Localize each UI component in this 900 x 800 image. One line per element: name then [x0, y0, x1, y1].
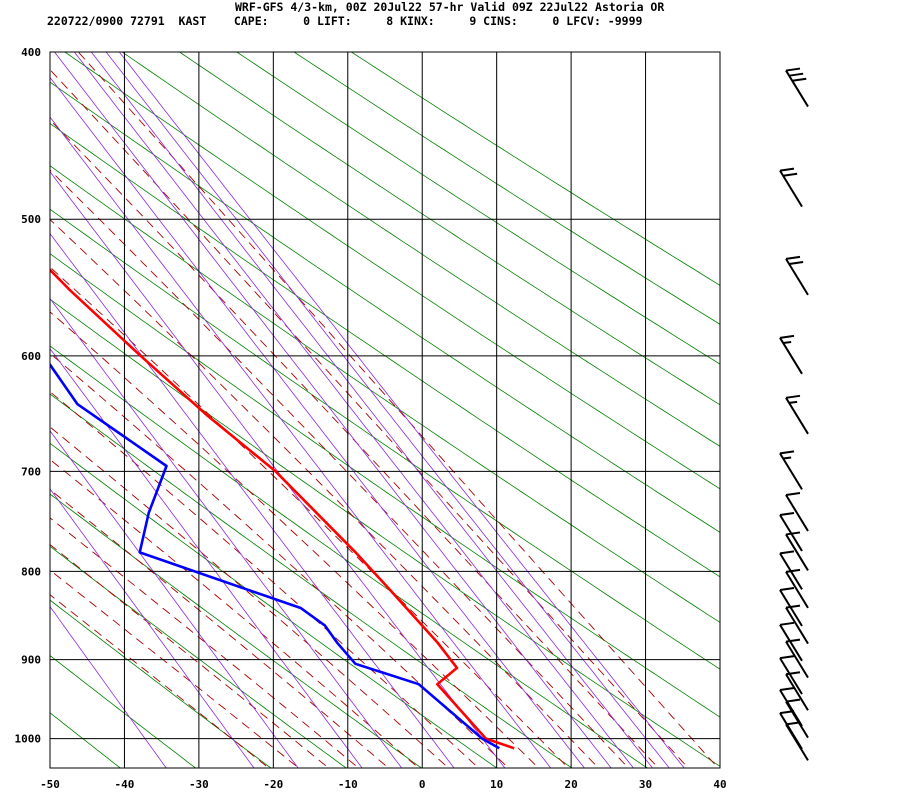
dry-adiabat [50, 122, 720, 578]
dry-adiabat [50, 345, 649, 768]
dry-adiabat [50, 493, 423, 768]
x-tick-label: -10 [338, 778, 358, 791]
moist-adiabat [50, 218, 600, 768]
moist-adiabat [50, 569, 300, 768]
wind-barb [779, 621, 803, 662]
y-tick-label: 700 [21, 465, 41, 478]
dry-adiabat [50, 599, 272, 768]
grid [49, 51, 721, 768]
background-reference-lines [50, 52, 720, 768]
wind-barb [785, 698, 809, 739]
x-tick-label: -40 [115, 778, 135, 791]
mixing-ratio-line [50, 76, 585, 768]
wind-barb [779, 450, 803, 490]
moist-adiabat [50, 517, 360, 768]
x-tick-label: -50 [40, 778, 60, 791]
wind-barb [779, 334, 803, 375]
chart-title: WRF-GFS 4/3-km, 00Z 20Jul22 57-hr Valid … [235, 0, 665, 14]
mixing-ratio-line [73, 52, 634, 768]
temperature-profile [50, 268, 515, 750]
moist-adiabat [50, 489, 390, 768]
y-tick-label: 800 [21, 565, 41, 578]
y-tick-label: 900 [21, 654, 41, 667]
wind-barb [785, 67, 809, 108]
sounding-profiles [50, 268, 515, 750]
moist-adiabat [50, 266, 570, 768]
moist-adiabat [50, 458, 420, 768]
axis-labels: -50 -40 -30 -20 -10 0 10 20 30 40 400 500 600 700 800 9… [15, 46, 727, 791]
wind-barb [779, 586, 803, 627]
dry-adiabat [350, 52, 720, 286]
dry-adiabat [50, 253, 720, 718]
mixing-ratio-line [50, 347, 363, 768]
mixing-ratio-line [118, 52, 685, 768]
dry-adiabat [236, 52, 720, 365]
wind-barb [785, 491, 809, 532]
wind-barb [785, 568, 809, 609]
x-tick-label: 0 [419, 778, 426, 791]
moist-adiabat [50, 391, 480, 768]
dry-adiabat [50, 81, 720, 533]
y-tick-label: 500 [21, 213, 41, 226]
dry-adiabat [50, 545, 347, 768]
station-indices-line: 220722/0900 72791 KAST CAPE: 0 LIFT: 8 K… [47, 14, 643, 28]
y-tick-label: 1000 [15, 733, 42, 746]
y-tick-label: 400 [21, 46, 41, 59]
dry-adiabat [50, 165, 720, 623]
moist-adiabat [50, 119, 659, 768]
wind-barb [779, 167, 803, 208]
wind-barb [785, 604, 809, 645]
x-tick-label: 10 [490, 778, 503, 791]
dewpoint-profile [50, 362, 500, 750]
dry-adiabat [50, 393, 573, 768]
wind-barbs [779, 67, 809, 761]
wind-barb [785, 721, 809, 761]
moist-adiabat [50, 426, 450, 768]
dry-adiabat [50, 442, 498, 768]
wind-barb [785, 638, 809, 679]
mixing-ratio-line [50, 605, 167, 768]
x-tick-label: -30 [189, 778, 209, 791]
mixing-ratio-line [50, 232, 455, 768]
dry-adiabat [50, 298, 720, 767]
dry-adiabat [293, 52, 720, 325]
moist-adiabat [50, 311, 540, 768]
mixing-ratio-line [50, 297, 403, 768]
dry-adiabat [64, 52, 720, 490]
wind-barb [779, 655, 803, 695]
x-tick-label: -20 [263, 778, 283, 791]
moist-adiabat [77, 52, 719, 768]
dry-adiabat [50, 655, 197, 768]
moist-adiabat [50, 169, 630, 768]
mixing-ratio-line [50, 430, 299, 768]
x-tick-label: 40 [713, 778, 726, 791]
wind-barb [785, 394, 809, 435]
plot-frame [49, 51, 721, 769]
x-tick-label: 30 [639, 778, 652, 791]
wind-barb [785, 671, 809, 711]
wind-barb [785, 531, 809, 571]
x-tick-label: 20 [564, 778, 577, 791]
moist-adiabat [50, 544, 330, 768]
y-tick-label: 600 [21, 350, 41, 363]
wind-barb [785, 255, 809, 296]
